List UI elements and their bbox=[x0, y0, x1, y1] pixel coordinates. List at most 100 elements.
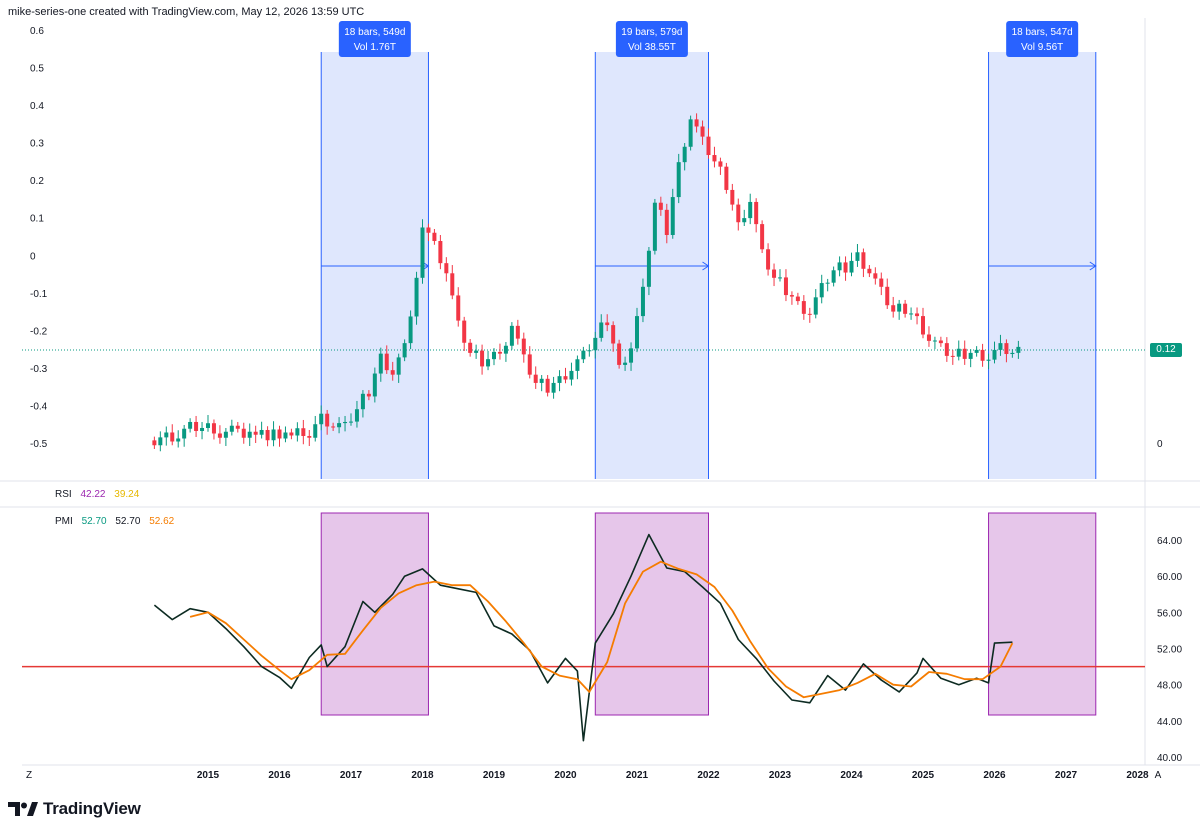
candle-body bbox=[593, 337, 598, 351]
candle-body bbox=[277, 429, 282, 439]
candle-body bbox=[605, 322, 610, 326]
pmi-value-2: 52.70 bbox=[115, 516, 141, 527]
x-axis-tick: 2024 bbox=[840, 770, 863, 781]
candle-body bbox=[170, 432, 175, 442]
candle-body bbox=[783, 277, 788, 296]
candle-body bbox=[992, 349, 997, 360]
candle-body bbox=[682, 146, 687, 163]
candle-body bbox=[998, 343, 1003, 350]
price-pane: 0.6 0.5 0.4 0.3 0.2 0.1 0 -0.1 -0.2 -0.3 -0.4 -0.5 0… bbox=[0, 18, 1200, 765]
tradingview-brand[interactable]: TradingView bbox=[8, 799, 141, 819]
candle-body bbox=[843, 262, 848, 273]
candle-body bbox=[533, 374, 538, 383]
pmi-y-tick: 52.00 bbox=[1157, 645, 1182, 656]
candle-body bbox=[825, 282, 830, 284]
candle-body bbox=[241, 428, 246, 438]
candle-body bbox=[962, 348, 967, 359]
candle-body bbox=[855, 252, 860, 261]
candle-body bbox=[629, 348, 634, 363]
candle-body bbox=[265, 429, 270, 441]
candle-body bbox=[1010, 352, 1015, 355]
candle-body bbox=[563, 376, 568, 380]
candle-body bbox=[748, 201, 753, 219]
x-axis: 2015 2016 2017 2018 2019 2020 2021 2022 2023 2024… bbox=[22, 764, 1200, 781]
candle-body bbox=[903, 303, 908, 314]
candle-body bbox=[909, 313, 914, 315]
candle-body bbox=[545, 378, 550, 393]
price-y-tick: 0.1 bbox=[30, 214, 44, 225]
x-axis-tick: 2019 bbox=[483, 770, 506, 781]
candle-body bbox=[408, 316, 413, 344]
candle-body bbox=[527, 354, 532, 375]
candle-body bbox=[319, 413, 324, 425]
candle-body bbox=[521, 338, 526, 355]
candle-body bbox=[635, 316, 639, 349]
candle-body bbox=[176, 438, 181, 442]
pmi-pane: 64.00 60.00 56.00 52.00 48.00 44.00 40.00 bbox=[22, 512, 1182, 764]
pmi-y-tick: 44.00 bbox=[1157, 717, 1182, 728]
candle-body bbox=[640, 286, 645, 317]
candle-body bbox=[283, 432, 288, 439]
candle-body bbox=[307, 435, 312, 438]
candle-body bbox=[599, 322, 604, 338]
candle-body bbox=[575, 359, 580, 371]
candle-body bbox=[968, 352, 973, 359]
pmi-value-1: 52.70 bbox=[81, 516, 107, 527]
candle-body bbox=[1016, 346, 1021, 353]
x-axis-tick: 2027 bbox=[1055, 770, 1078, 781]
rsi-legend: RSI 42.22 39.24 bbox=[55, 489, 139, 500]
candle-body bbox=[396, 357, 401, 375]
candle-body bbox=[718, 161, 723, 167]
candle-body bbox=[158, 437, 163, 446]
candle-body bbox=[938, 340, 943, 344]
candle-body bbox=[652, 202, 657, 251]
candle-body bbox=[789, 295, 794, 297]
candle-body bbox=[754, 201, 759, 225]
pmi-shaded-box bbox=[594, 512, 710, 716]
pmi-y-tick: 60.00 bbox=[1157, 572, 1182, 583]
pmi-y-tick: 40.00 bbox=[1157, 753, 1182, 764]
candle-body bbox=[349, 421, 353, 423]
price-y-tick: 0.4 bbox=[30, 101, 44, 112]
candle-body bbox=[235, 425, 240, 429]
candle-body bbox=[539, 378, 544, 383]
candle-body bbox=[492, 351, 496, 360]
pmi-moving-average bbox=[189, 560, 1014, 699]
candle-body bbox=[658, 202, 663, 210]
rsi-value-2: 39.24 bbox=[114, 489, 140, 500]
x-axis-tick: 2025 bbox=[912, 770, 935, 781]
candle-body bbox=[801, 301, 806, 314]
price-y-tick: -0.2 bbox=[30, 326, 48, 337]
candle-body bbox=[724, 166, 729, 190]
candle-body bbox=[211, 423, 216, 434]
candle-body bbox=[503, 345, 508, 354]
candle-body bbox=[259, 429, 264, 435]
candle-body bbox=[456, 295, 461, 321]
candle-body bbox=[295, 428, 300, 436]
candle-body bbox=[712, 155, 717, 162]
candle-body bbox=[813, 297, 818, 315]
x-axis-tick: 2026 bbox=[983, 770, 1006, 781]
candle-body bbox=[646, 250, 651, 287]
candle-body bbox=[807, 313, 812, 315]
candle-body bbox=[915, 313, 920, 317]
candle-body bbox=[670, 197, 675, 235]
price-right-tick: 0 bbox=[1157, 439, 1163, 450]
price-y-tick: 0.3 bbox=[30, 139, 44, 150]
candle-body bbox=[956, 348, 961, 357]
candle-body bbox=[468, 342, 473, 353]
candle-body bbox=[462, 320, 467, 343]
pmi-y-tick: 56.00 bbox=[1157, 608, 1182, 619]
candle-body bbox=[289, 432, 294, 436]
candle-body bbox=[891, 305, 896, 312]
x-axis-right-button[interactable]: A bbox=[1155, 770, 1162, 781]
candle-body bbox=[390, 370, 395, 375]
date-range-callout-line1: 19 bars, 579d bbox=[621, 27, 682, 38]
candle-body bbox=[950, 355, 955, 357]
x-axis-tick: 2023 bbox=[769, 770, 792, 781]
candle-body bbox=[861, 252, 866, 269]
candle-body bbox=[569, 370, 574, 380]
candle-body bbox=[486, 359, 491, 367]
x-axis-left-button[interactable]: Z bbox=[26, 770, 32, 781]
